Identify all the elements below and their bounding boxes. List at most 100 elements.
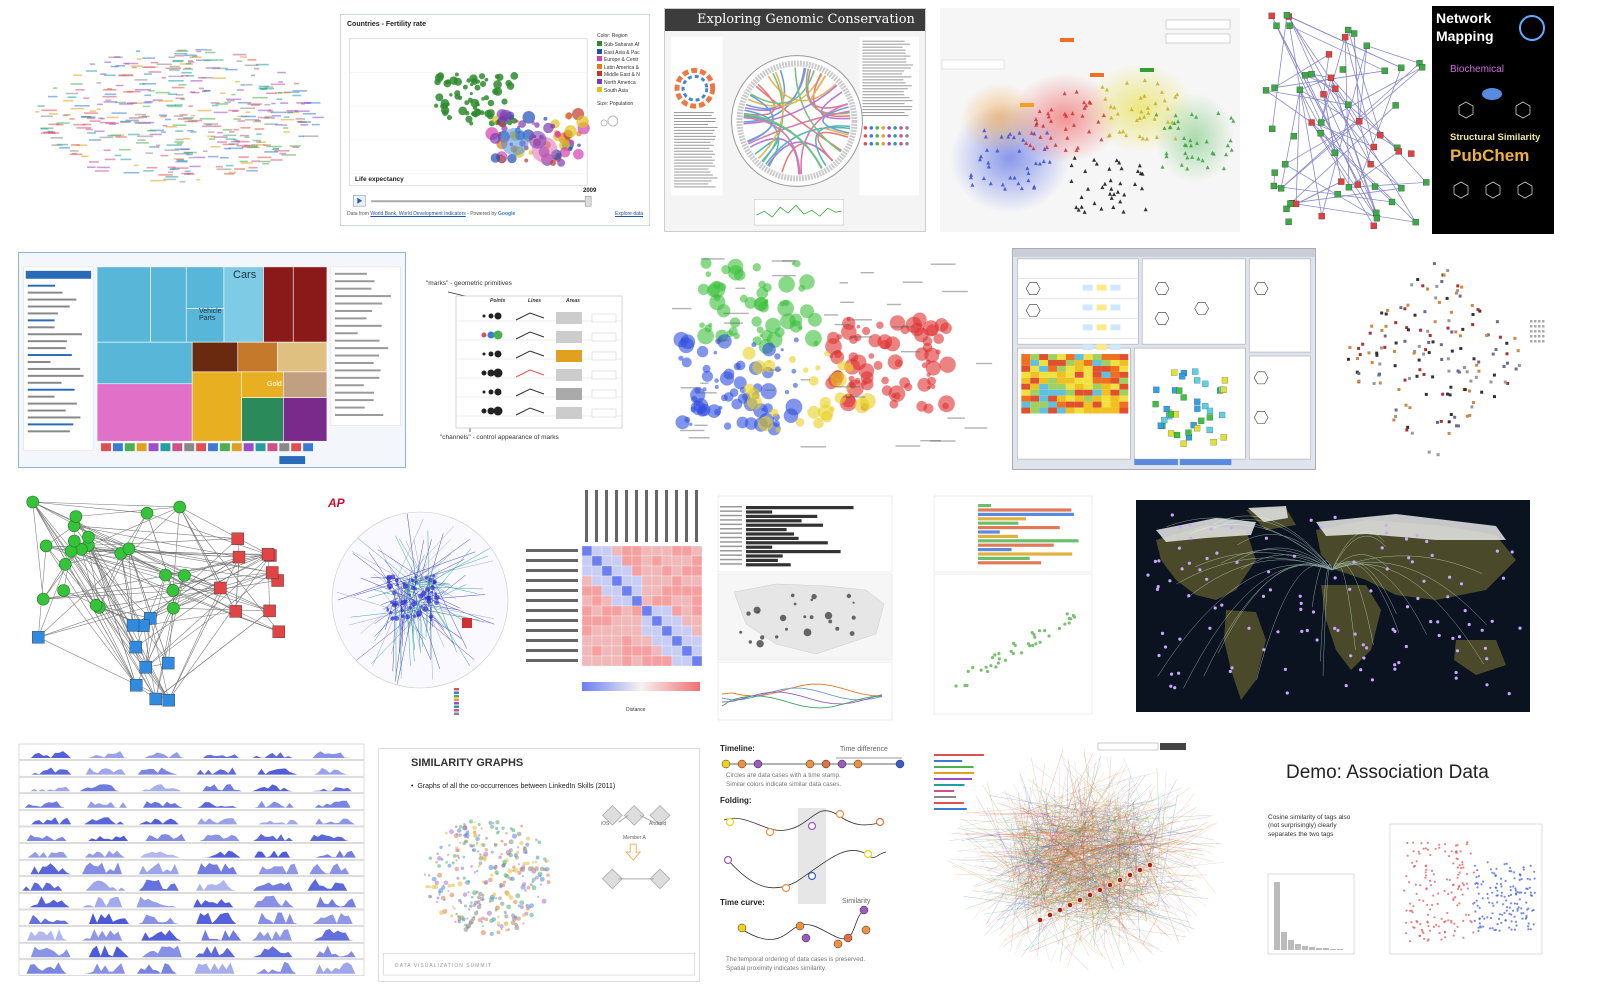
scatter-point-blue (1483, 917, 1486, 920)
skill-node (447, 863, 452, 868)
grid-dot-mark (1357, 346, 1361, 350)
tag-word-mark (135, 50, 140, 52)
table-cell-mark (1110, 304, 1121, 311)
bar-mark (978, 556, 1030, 560)
grid-dot-mark (1456, 289, 1460, 293)
core-node (390, 616, 395, 621)
location-dot (1229, 526, 1233, 530)
location-dot (1333, 576, 1337, 580)
edge-mark (1156, 767, 1161, 833)
node-mark (1301, 72, 1309, 79)
tag-word-mark (255, 63, 269, 66)
edge-mark (1015, 756, 1102, 865)
map-point (1106, 133, 1111, 138)
legend-dot-mark (863, 134, 868, 138)
cube-mark (1194, 425, 1201, 432)
scatter-point-red (1436, 902, 1439, 906)
edge-mark (990, 831, 1062, 836)
skill-node (466, 917, 469, 920)
word-label-mark (771, 260, 796, 262)
legend-item[interactable]: South Asia (597, 86, 628, 94)
scatter-point-red (1424, 874, 1428, 877)
skill-node (447, 853, 450, 856)
heat-cell (621, 655, 633, 667)
edge-mark (1002, 792, 1095, 828)
tag-word-mark (254, 128, 265, 130)
heat-cell (681, 615, 693, 627)
legend-dot-mark (905, 134, 909, 138)
node-mark (1377, 131, 1384, 139)
legend-item[interactable]: East Asia & Pac (597, 48, 640, 56)
word-bubble (763, 359, 776, 373)
edge-mark (1067, 843, 1155, 875)
tag-word-mark (300, 124, 308, 126)
map-point (979, 154, 983, 159)
grid-dot-mark (1489, 380, 1493, 384)
skill-node (423, 873, 427, 876)
heat-cell (1074, 395, 1084, 402)
tag-word-mark (166, 144, 182, 146)
tag-word-mark (174, 104, 183, 106)
skill-node (530, 883, 533, 887)
scatter-point-red (1460, 888, 1463, 891)
text-line-mark (862, 67, 911, 69)
tag-word-mark (94, 170, 109, 172)
bubble (433, 103, 439, 108)
heat-cell (641, 615, 653, 627)
bar-mark (978, 504, 992, 508)
legend-item[interactable]: Europe & Centr (597, 56, 638, 63)
multiple-row (18, 776, 365, 794)
node-mark (1296, 86, 1304, 93)
word-bubble (744, 297, 757, 309)
link-mark (371, 607, 426, 665)
node-mark (1408, 150, 1415, 157)
scatter-point-blue (1505, 862, 1508, 865)
footer-link[interactable]: World Bank, World Development Indicators (370, 211, 466, 217)
word-bubble (739, 294, 748, 303)
sparkline-mark (144, 752, 185, 758)
text-line-mark (674, 150, 714, 152)
heat-cell (1048, 359, 1057, 366)
legend-item[interactable]: Middle East & N (597, 71, 640, 78)
row-label-mark (526, 549, 578, 552)
word-bubble (742, 346, 756, 360)
edge-mark (1133, 832, 1152, 856)
skill-node (522, 861, 527, 866)
node-mark (1356, 118, 1363, 125)
heat-cell (1056, 371, 1066, 378)
skill-node (492, 892, 497, 897)
scatter-point (1011, 651, 1015, 656)
panel-line-mark (334, 302, 383, 305)
legend-item[interactable]: Sub-Saharan Af (597, 41, 639, 48)
word-bubble (805, 330, 822, 347)
explore-data-link[interactable]: Explore data (615, 211, 644, 217)
bubble (469, 82, 474, 87)
core-node (392, 600, 398, 606)
sparkline-mark (30, 946, 71, 958)
word-bubble (689, 422, 693, 426)
node-mark (1292, 200, 1300, 208)
scatter-point-blue (1533, 877, 1536, 880)
legend-item[interactable]: North America (597, 79, 636, 86)
text-line-mark (674, 171, 711, 173)
scatter-point-red (1415, 892, 1418, 895)
edge-mark (43, 555, 271, 600)
grid-dot-mark (1361, 342, 1365, 346)
scatter-point-red (1412, 841, 1415, 844)
heat-cell (601, 645, 613, 657)
edge-mark (1015, 811, 1050, 960)
bubble (543, 116, 548, 121)
word-label-mark (834, 323, 850, 326)
core-node (405, 614, 411, 620)
scatter-point-blue (1516, 902, 1519, 905)
tag-word-mark (99, 121, 116, 124)
legend-item[interactable]: Latin America & (597, 63, 639, 71)
tile-time-curves: Timeline: Time difference Circles are da… (716, 742, 920, 982)
edge-mark (1059, 918, 1088, 958)
heat-cell (1021, 377, 1031, 384)
scatter-point-red (1466, 887, 1469, 890)
core-node (428, 577, 433, 582)
edge-mark (1022, 833, 1142, 885)
location-dot (1410, 560, 1414, 564)
location-dot (1235, 560, 1239, 564)
